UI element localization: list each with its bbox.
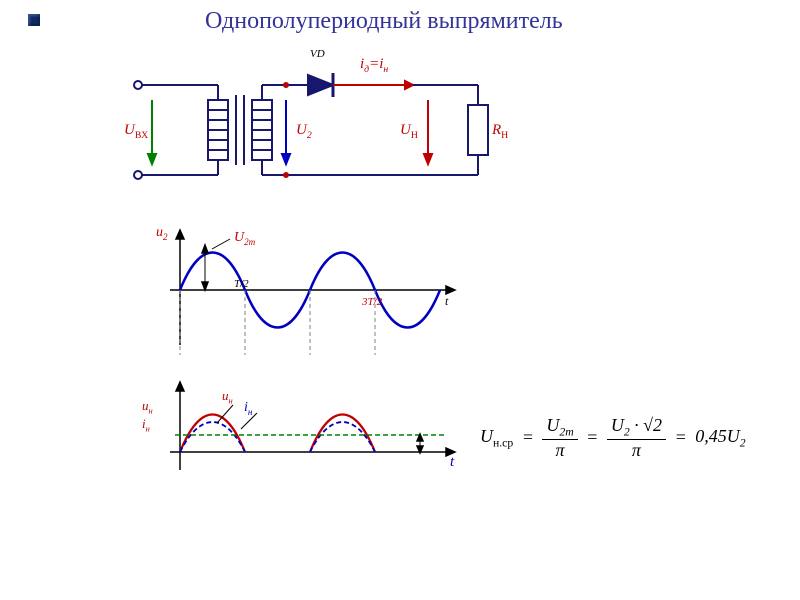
sine-x: t <box>445 294 448 309</box>
label-rh: RН <box>492 122 508 141</box>
rect-pointers <box>215 395 295 435</box>
sine-ylabel: u2 <box>156 225 168 242</box>
rect-ylabel: uнiн <box>142 398 153 433</box>
bullet-icon <box>28 14 40 26</box>
formula: Uн.ср = U2m π = U2 · √2 π = 0,45U2 <box>480 415 746 461</box>
label-uh: UН <box>400 122 418 141</box>
sine-plot <box>150 225 470 355</box>
circuit-diagram <box>108 50 528 210</box>
sine-t2: T/2 <box>234 278 249 290</box>
rect-x: t <box>450 454 454 471</box>
label-u2: U2 <box>296 122 312 141</box>
label-uin: UВХ <box>124 122 148 141</box>
label-id: iд=iн <box>360 56 388 75</box>
page-title: Однополупериодный выпрямитель <box>205 8 563 35</box>
sine-3t2: 3T/2 <box>362 296 382 308</box>
label-vd: VD <box>310 48 325 60</box>
sine-u2m: U2m <box>234 230 255 247</box>
rect-plot <box>150 380 470 490</box>
